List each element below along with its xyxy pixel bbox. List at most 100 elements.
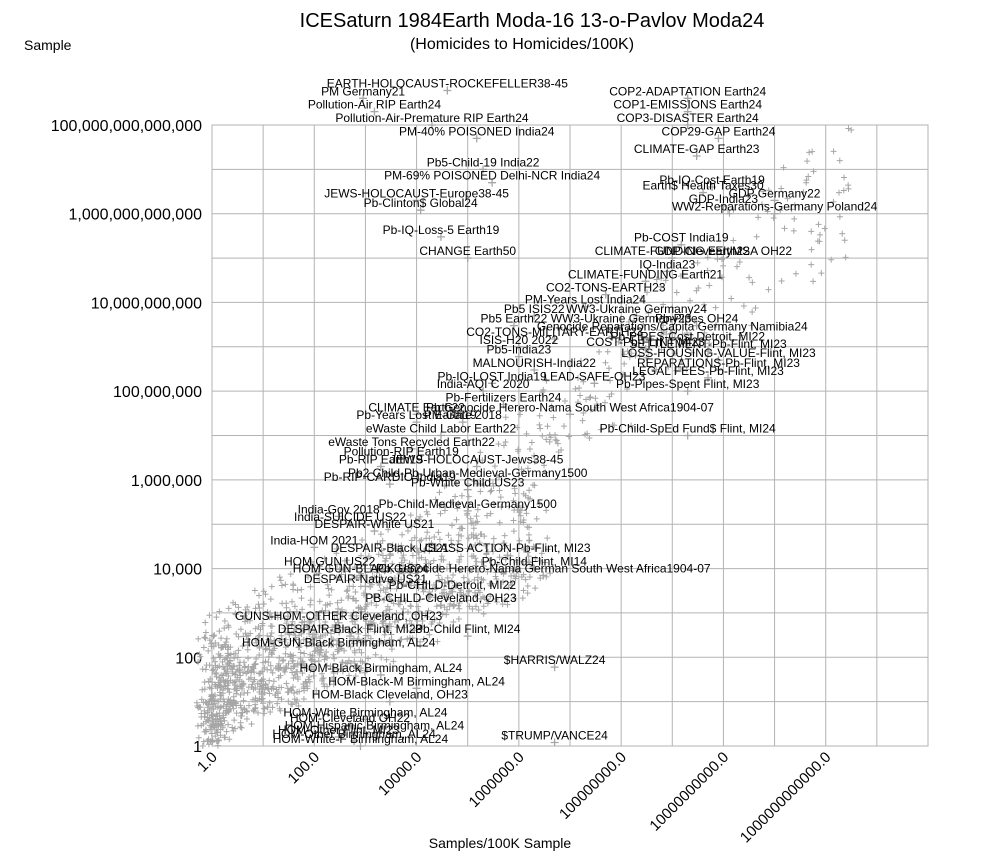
data-point (479, 387, 488, 396)
data-point (668, 329, 677, 338)
data-point (346, 632, 355, 641)
point-label: Pb-COST India19 (634, 231, 729, 245)
point-label: PM-69% POISONED Delhi-NCR India24 (384, 169, 600, 183)
data-point (463, 485, 472, 494)
point-label: CO2-TONS-EARTH23 (546, 281, 666, 295)
point-label: Pollution-Air RIP Earth24 (308, 98, 442, 112)
data-point (356, 571, 365, 580)
data-point (370, 527, 379, 536)
y-tick-label: 100 (175, 650, 202, 667)
point-label: COST-Pb-FLINT MI23 (586, 335, 705, 349)
point-label: HOM-Other Flint, MI23 (278, 723, 400, 737)
point-label: HOM-White Birmingham, AL24 (283, 705, 447, 719)
point-label: Pollution-RIP Earth19 (344, 445, 460, 459)
data-point (448, 587, 457, 596)
data-point (385, 697, 394, 706)
point-label: India-SUICIDE US22 (294, 510, 406, 524)
point-label: LEGAL FEES-Pb-Flint, MI23 (632, 364, 784, 378)
point-label: CO2-TONS-MILITARY-EARTH23 (466, 325, 643, 339)
point-label: WW2-Reparations-Germany Poland24 (672, 200, 878, 214)
point-label: HOM GUN US22 (284, 555, 376, 569)
point-labels: PM Germany21EARTH-HOLOCAUST-ROCKEFELLER3… (235, 76, 878, 746)
point-label: COP1-EMISSIONS Earth24 (613, 98, 762, 112)
point-label: GUNS-HOM-OTHER Cleveland, OH23 (235, 609, 443, 623)
data-point (770, 196, 779, 205)
data-point (692, 321, 701, 330)
data-point (346, 520, 355, 529)
data-point (714, 356, 723, 365)
data-point (692, 152, 701, 161)
point-label: Pb-Fertilizers Earth24 (445, 390, 561, 404)
data-point (412, 684, 421, 693)
data-point (550, 738, 559, 747)
data-point (488, 178, 497, 187)
point-label: Pb Genocide Herero-Nama German South Wes… (376, 561, 711, 575)
data-point (683, 121, 692, 129)
data-point (334, 618, 343, 627)
point-label: WW3-Ukraine Germany23 (551, 312, 692, 326)
point-label: CLIMATE-GAP Earth23 (634, 142, 760, 156)
grid-lines (212, 125, 928, 746)
data-point (488, 379, 497, 388)
point-label: REPARATIONS-Pb-Flint, MI23 (637, 356, 800, 370)
data-point (719, 201, 728, 210)
point-label: COP2-ADAPTATION Earth24 (609, 84, 766, 98)
y-axis-label: Sample (24, 37, 72, 53)
chart-subtitle: (Homicides to Homicides/100K) (410, 36, 634, 53)
data-point (566, 410, 574, 419)
point-label: PM Germany21 (321, 84, 405, 98)
data-point (463, 254, 472, 263)
background-point-cloud (193, 125, 855, 749)
data-point (310, 543, 319, 552)
point-label: COP3-DISASTER Earth24 (617, 111, 759, 125)
point-label: HOM-GUN-Black Birmingham, AL24 (242, 635, 436, 649)
data-point (677, 240, 686, 249)
point-label: Pb-IQ-LOST India19 (438, 369, 547, 383)
point-label: EARTH-HOLOCAUST-ROCKEFELLER38-45 (327, 76, 569, 90)
data-point (458, 418, 467, 427)
point-label: Pb-RIP-CARDIO India19 (324, 470, 456, 484)
data-point (370, 728, 379, 737)
point-label: JEWS-HOLOCAUST-Jews38-45 (390, 453, 564, 467)
point-label: Pb-Child Flint, MI24 (415, 622, 521, 636)
data-point (699, 188, 708, 197)
data-point (412, 418, 421, 427)
data-point (539, 571, 548, 580)
point-label: Pb-Pipes-Spent Flint, MI23 (616, 377, 760, 391)
data-point (334, 732, 343, 741)
data-point (407, 444, 416, 453)
point-label: IQ-India23 (639, 257, 695, 271)
data-point (346, 720, 355, 729)
point-label: LEAD-SAFE-OH23 (543, 369, 645, 383)
point-label: Pb-Child-SpEd Fund$ Flint, MI24 (600, 422, 776, 436)
point-label: CHANGE Earth50 (419, 244, 516, 258)
point-label: LOSS-HOUSING-VALUE-Flint, MI23 (621, 346, 816, 360)
point-label: GDP-CleveElyMSA OH22 (655, 244, 793, 258)
data-point (530, 311, 539, 320)
point-label: Pb-RIP Earth19 (339, 453, 423, 467)
y-tick-label: 10,000,000,000 (91, 295, 202, 312)
point-label: Pb-Pipes OH24 (655, 312, 739, 326)
point-label: HOM-Black Cleveland, OH23 (312, 688, 468, 702)
data-point (641, 277, 650, 286)
data-point (590, 379, 599, 388)
data-point (356, 742, 365, 750)
y-tick-label: 10,000 (153, 562, 202, 579)
data-point (509, 321, 518, 330)
point-label: Pb-White Child US23 (411, 476, 525, 490)
point-label: CLIMATE Earth22 (368, 400, 465, 414)
point-label: Earth$ Health Taxes30 (642, 179, 764, 193)
data-point (719, 254, 728, 263)
data-point (683, 94, 692, 103)
data-point (361, 582, 370, 591)
point-label: ISIS-H20 2022 (479, 333, 558, 347)
point-label: Pb-Clinton$ Global24 (364, 196, 478, 210)
data-point (463, 475, 472, 484)
data-point (334, 645, 343, 654)
data-point (601, 290, 610, 299)
point-label: CLIMATE-FUNDING Earth22 (595, 244, 750, 258)
point-label: eWaste Child Labor Earth22 (366, 422, 517, 436)
point-label: PM-Gate 2018 (424, 408, 502, 422)
data-point (385, 551, 394, 560)
